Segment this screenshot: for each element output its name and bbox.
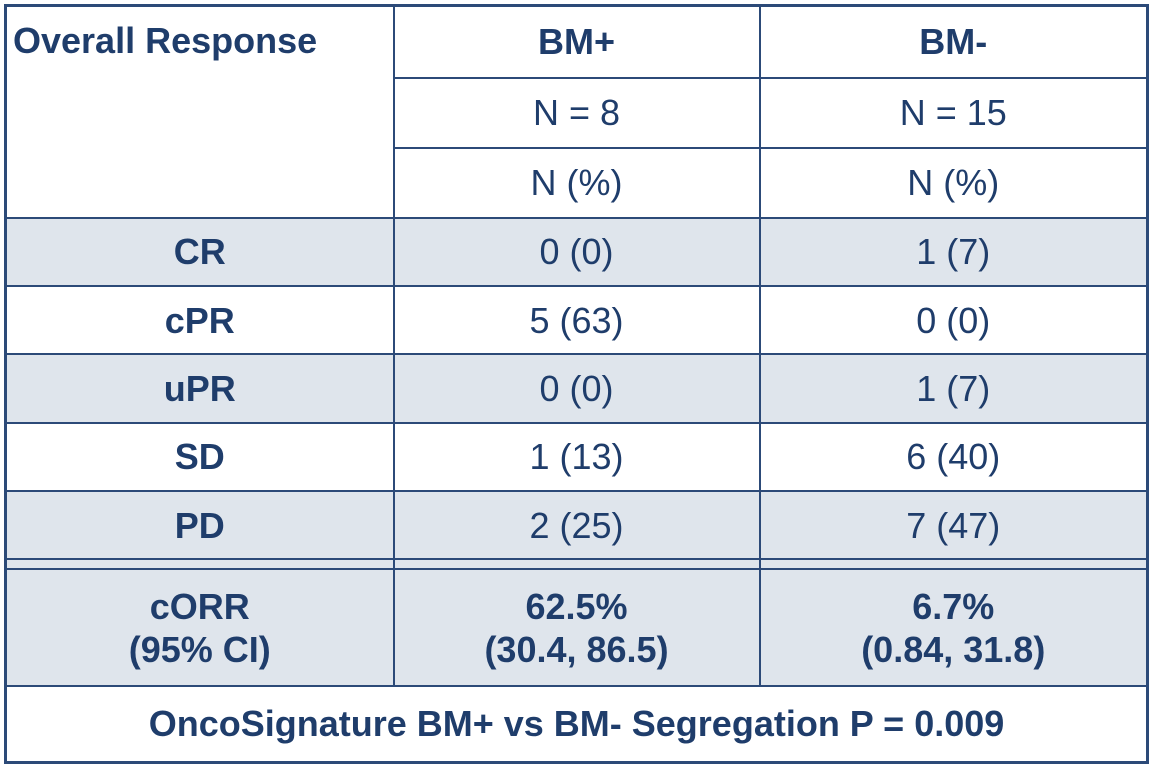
column-header: Overall Response	[4, 4, 395, 219]
summary-cell: 6.7% (0.84, 31.8)	[758, 568, 1149, 688]
data-cell: 5 (63)	[392, 284, 761, 356]
row-label: cPR	[4, 284, 395, 356]
column-header: BM+	[392, 4, 761, 79]
n-cell: N = 8	[392, 76, 761, 150]
summary-row: cORR (95% CI) 62.5% (30.4, 86.5) 6.7% (0.84, …	[4, 568, 1149, 688]
summary-label: cORR (95% CI)	[4, 568, 395, 688]
unit-row: N (%) N (%)	[6, 147, 1149, 219]
n-cell: N = 15	[758, 76, 1149, 150]
summary-cell: 62.5% (30.4, 86.5)	[392, 568, 761, 688]
row-label: uPR	[4, 353, 395, 424]
row-label: CR	[4, 216, 395, 287]
summary-line: (95% CI)	[128, 628, 271, 670]
data-cell: 7 (47)	[758, 490, 1149, 561]
row-label: PD	[4, 490, 395, 561]
data-cell: 1 (7)	[758, 216, 1149, 287]
data-row: PD 2 (25) 7 (47)	[4, 490, 1149, 561]
data-cell: 0 (0)	[392, 216, 761, 287]
data-row: CR 0 (0) 1 (7)	[4, 216, 1149, 287]
footer-note: OncoSignature BM+ vs BM- Segregation P =…	[4, 685, 1149, 764]
unit-cell: N (%)	[392, 147, 761, 219]
data-cell: 0 (0)	[758, 284, 1149, 356]
summary-line: (30.4, 86.5)	[484, 628, 669, 670]
data-row: uPR 0 (0) 1 (7)	[4, 353, 1149, 424]
spacer-cell	[758, 558, 1149, 571]
data-cell: 1 (13)	[392, 421, 761, 493]
spacer-cell	[4, 558, 395, 571]
summary-line: (0.84, 31.8)	[861, 628, 1046, 670]
row-label: SD	[4, 421, 395, 493]
summary-line: 6.7%	[912, 585, 995, 627]
data-row: cPR 5 (63) 0 (0)	[4, 284, 1149, 356]
summary-line: 62.5%	[525, 585, 628, 627]
header-row: Overall Response BM+ BM-	[4, 4, 1149, 219]
data-cell: 2 (25)	[392, 490, 761, 561]
data-cell: 1 (7)	[758, 353, 1149, 424]
spacer-row	[4, 558, 1149, 571]
footer-row: OncoSignature BM+ vs BM- Segregation P =…	[4, 685, 1149, 764]
data-cell: 6 (40)	[758, 421, 1149, 493]
unit-cell: N (%)	[758, 147, 1149, 219]
summary-line: cORR	[149, 585, 250, 627]
column-header: BM-	[758, 4, 1149, 79]
data-cell: 0 (0)	[392, 353, 761, 424]
spacer-cell	[392, 558, 761, 571]
data-row: SD 1 (13) 6 (40)	[4, 421, 1149, 493]
